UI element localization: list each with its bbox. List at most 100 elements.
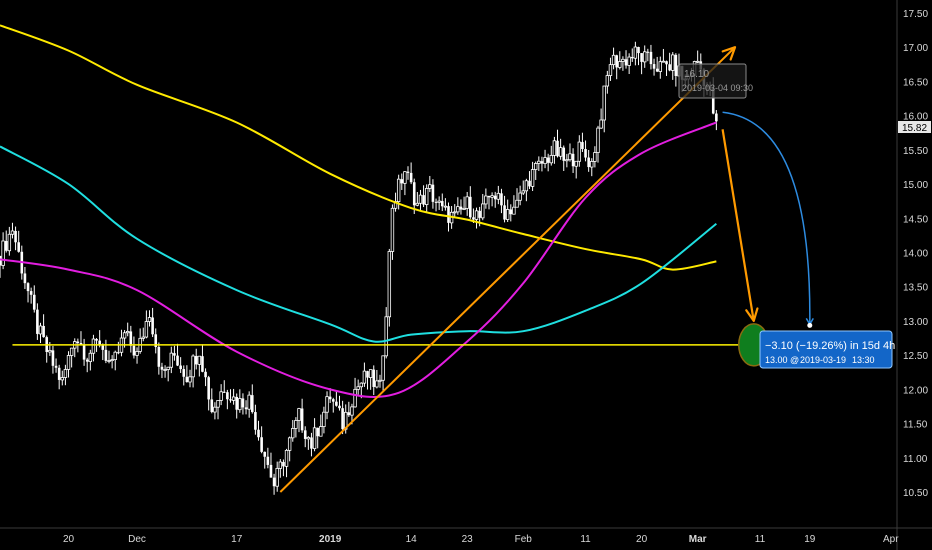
- candle-body: [297, 408, 301, 421]
- tooltip-value: 16.10: [684, 69, 709, 80]
- candle-body: [113, 351, 117, 361]
- candle-body: [144, 321, 149, 338]
- candle-body: [63, 369, 68, 378]
- candle-body: [1, 240, 5, 266]
- measure-line2-date: 2019-03-19: [800, 355, 846, 365]
- candle-body: [182, 369, 186, 377]
- ma-yellow-line: [0, 24, 717, 271]
- candle-body: [695, 60, 700, 63]
- candle-body: [633, 46, 638, 59]
- candle-body: [711, 88, 715, 114]
- candle-body: [284, 449, 289, 467]
- candle-body: [359, 382, 363, 388]
- candle-body: [147, 317, 152, 322]
- candle-body: [403, 171, 407, 184]
- candle-body: [424, 188, 429, 205]
- candle-body: [10, 230, 15, 235]
- x-tick-label: Apr: [883, 534, 899, 545]
- measure-line2-at: @: [790, 355, 799, 365]
- candle-body: [154, 334, 158, 347]
- candle-body: [505, 209, 510, 220]
- candle-body: [98, 340, 101, 346]
- candle-body: [568, 153, 572, 161]
- candle-body: [163, 369, 167, 371]
- candle-body: [418, 194, 423, 204]
- candle-body: [440, 201, 444, 207]
- candle-body: [530, 169, 535, 187]
- candle-body: [238, 398, 242, 411]
- candle-body: [222, 391, 226, 393]
- candle-body: [515, 199, 519, 208]
- candle-body: [17, 242, 20, 252]
- candle-body: [57, 367, 61, 380]
- candle-body: [652, 64, 656, 69]
- candle-body: [556, 140, 559, 157]
- candle-body: [132, 345, 136, 356]
- candle-body: [599, 119, 603, 129]
- candle-body: [490, 195, 494, 198]
- candle-body: [484, 195, 488, 205]
- candle-body: [487, 195, 491, 198]
- y-tick-label: 12.00: [903, 385, 928, 396]
- measure-label: −3.10 (−19.26%) in 15d 4h 13.00 @ 2019-0…: [759, 330, 895, 369]
- candle-body: [335, 401, 338, 406]
- candle-body: [415, 202, 420, 206]
- candle-body: [668, 64, 671, 71]
- moving-averages: [0, 24, 717, 398]
- trendline-arrowhead: [721, 46, 737, 61]
- candle-body: [643, 51, 647, 63]
- candle-body: [543, 157, 547, 164]
- candle-body: [661, 60, 666, 63]
- candle-body: [294, 420, 298, 429]
- candle-body: [503, 205, 506, 220]
- x-tick-label: Dec: [128, 534, 146, 545]
- candle-body: [213, 406, 217, 413]
- x-tick-label: Mar: [689, 534, 707, 545]
- candle-body: [269, 464, 273, 478]
- candle-body: [621, 58, 625, 62]
- candle-body: [316, 427, 319, 437]
- candle-body: [655, 68, 659, 72]
- candle-body: [602, 85, 606, 121]
- candle-body: [453, 211, 457, 214]
- candle-body: [254, 412, 257, 430]
- candle-body: [478, 210, 481, 218]
- candle-body: [605, 75, 610, 87]
- candle-body: [69, 347, 74, 356]
- candle-body: [630, 57, 634, 59]
- candle-body: [204, 371, 207, 378]
- candle-body: [512, 206, 516, 215]
- candle-body: [194, 356, 198, 365]
- candle-body: [390, 207, 395, 252]
- candle-body: [552, 140, 557, 156]
- candle-body: [244, 407, 248, 410]
- candle-body: [319, 426, 323, 437]
- candle-body: [210, 399, 214, 413]
- candle-body: [534, 163, 538, 170]
- candle-body: [101, 345, 105, 350]
- candle-body: [462, 207, 466, 210]
- candle-body: [207, 377, 210, 400]
- measure-line2-time: 13:30: [852, 355, 875, 365]
- candle-body: [42, 325, 45, 338]
- candle-body: [665, 61, 668, 65]
- measure-line2-value: 13.00: [765, 355, 788, 365]
- candle-body: [562, 147, 566, 161]
- candle-body: [537, 160, 541, 164]
- candle-body: [434, 201, 438, 203]
- candle-body: [282, 462, 285, 467]
- tooltip-callout: 16.10 2019-03-04 09:30: [678, 63, 753, 99]
- candle-body: [469, 196, 472, 218]
- candle-body: [518, 192, 522, 201]
- candle-body: [646, 51, 650, 53]
- candle-body: [91, 338, 96, 354]
- candle-body: [549, 155, 553, 164]
- candle-body: [197, 355, 202, 365]
- x-tick-label: 11: [755, 534, 766, 545]
- y-tick-label: 12.50: [903, 351, 928, 362]
- forecast-arrowhead: [745, 307, 759, 323]
- candle-body: [135, 351, 139, 356]
- candle-body: [362, 370, 367, 384]
- candle-body: [266, 456, 270, 465]
